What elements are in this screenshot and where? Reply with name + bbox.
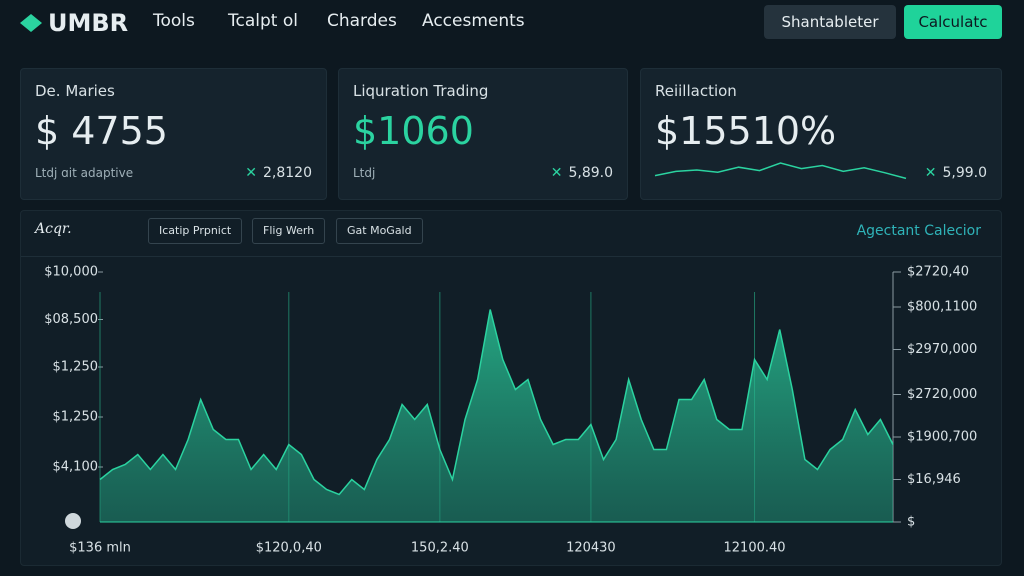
y-tick-label: $10,000 [44,265,98,280]
y2-tick-label: $ [907,515,915,530]
tab[interactable]: Icatip Prpnict [148,218,243,244]
sparkline [654,162,907,180]
y2-tick-label: $2970,000 [907,342,977,357]
card-label: Reiillaction [655,82,737,100]
x-tick-label: 12100.40 [724,541,786,556]
y2-tick-label: $16,946 [907,472,961,487]
y2-tick-label: $2720,000 [907,387,977,402]
button[interactable]: Shantableter [764,5,896,39]
nav-item[interactable]: Accesments [422,11,525,31]
nav-item[interactable]: Tools [153,11,195,31]
card-stat: ✕ 5,89.0 [550,165,613,181]
stat-text: 5,89.0 [568,165,613,181]
nav-item[interactable]: Tcalpt ol [228,11,298,31]
card-label: Liquration Trading [353,82,489,100]
card: De. Maries $ 4755 Ltdj ɑit adaptive ✕ 2,8… [20,68,327,200]
logo-icon [20,14,42,32]
x-tick-label: $120,0,40 [256,541,322,556]
divider [21,256,1001,257]
sparkline-path [654,162,907,180]
panel-title: Acqr. [35,221,72,237]
stat-text: 5,99.0 [942,165,987,181]
card-stat: ✕ 2,8120 [245,165,312,181]
tab[interactable]: Flig Werh [252,218,326,244]
card-value: $1060 [353,109,474,153]
logo[interactable]: UMBR [20,9,128,37]
card: Reiillaction $15510% ✕ 5,99.0 [640,68,1002,200]
card-stat: ✕ 5,99.0 [924,165,987,181]
card-sub: Ltdj [353,166,376,180]
card: Liquration Trading $1060 Ltdj ✕ 5,89.0 [338,68,628,200]
icon [65,513,81,529]
tab[interactable]: Gat MoGald [336,218,423,244]
x-tick-label: 120430 [566,541,616,556]
y2-tick-label: $1900,700 [907,430,977,445]
card-value: $15510% [655,109,837,153]
card-sub: Ltdj ɑit adaptive [35,166,134,180]
x-tick-label: $136 mln [69,541,131,556]
y2-tick-label: $2720,40 [907,265,969,280]
y-tick-label: $1,250 [53,360,99,375]
y-tick-label: $1,250 [53,410,99,425]
stat-text: 2,8120 [263,165,312,181]
y2-tick-label: $800,1100 [907,300,977,315]
card-label: De. Maries [35,82,115,100]
area [100,309,893,522]
y-tick-label: $4,100 [53,460,99,475]
card-value: $ 4755 [35,109,168,153]
link[interactable]: Agectant Calecior [856,223,981,239]
y-tick-label: $08,500 [44,312,98,327]
logo-text: UMBR [48,9,129,37]
line [99,309,894,496]
nav-item[interactable]: Chardes [327,11,397,31]
x-tick-label: 150,2.40 [411,541,469,556]
button[interactable]: Calculatc [904,5,1002,39]
